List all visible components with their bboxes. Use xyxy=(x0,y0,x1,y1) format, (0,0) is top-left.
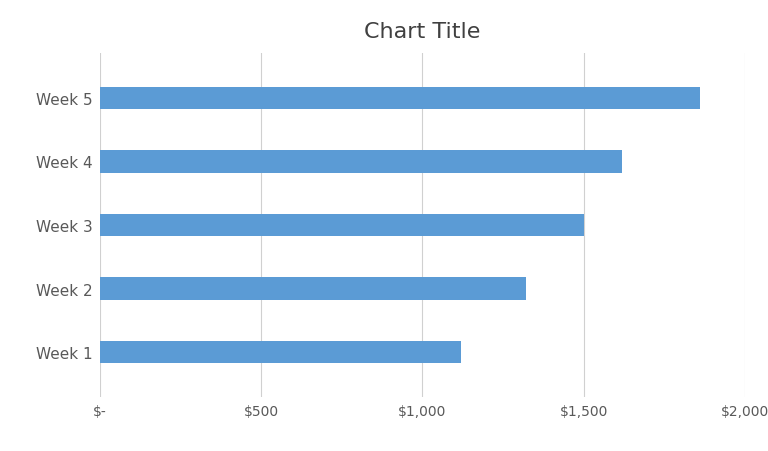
Bar xyxy=(100,214,584,237)
Bar xyxy=(100,278,525,300)
Title: Chart Title: Chart Title xyxy=(364,22,481,41)
Bar xyxy=(100,151,622,173)
Bar xyxy=(100,341,461,364)
Bar xyxy=(100,87,700,110)
